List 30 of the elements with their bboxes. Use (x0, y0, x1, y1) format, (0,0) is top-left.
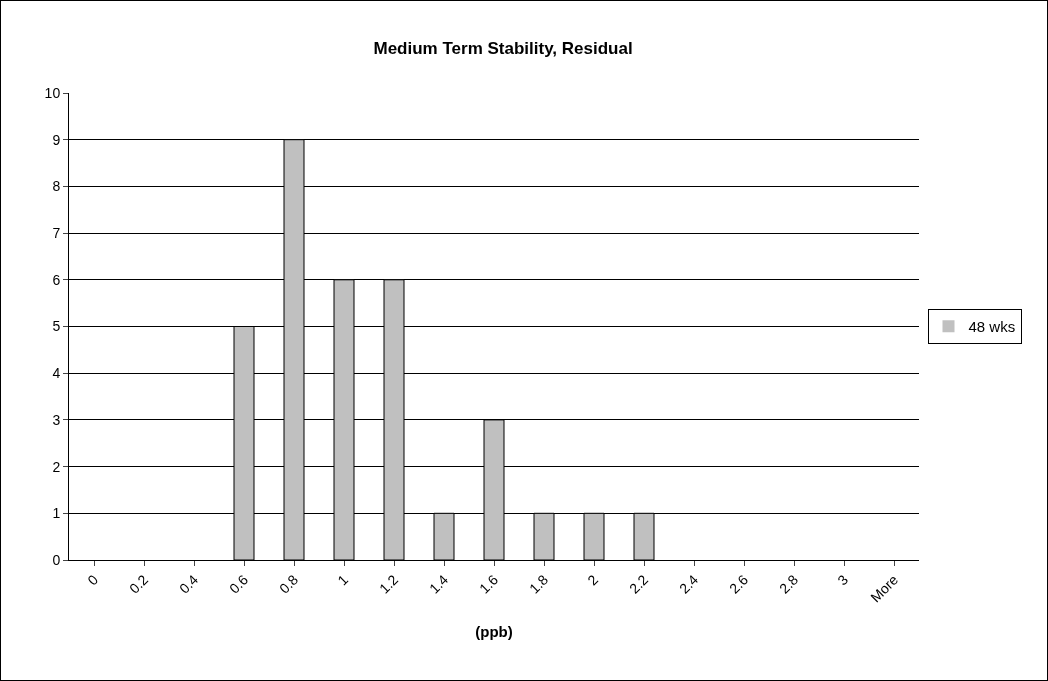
y-tick-label: 2 (52, 458, 61, 475)
x-tick-label: 0.8 (275, 571, 302, 597)
x-tick-label: 1.6 (475, 571, 502, 597)
chart-title: Medium Term Stability, Residual (373, 38, 633, 58)
x-tick-label: 2.6 (725, 571, 752, 597)
x-tick-label: 0.2 (125, 571, 152, 597)
x-tick-label: 1.2 (375, 571, 402, 597)
x-tick-label: 1.8 (525, 571, 552, 597)
x-tick-label: 2.4 (675, 571, 702, 597)
x-tick-label: 0 (84, 571, 102, 589)
y-tick-label: 5 (52, 318, 61, 335)
legend-label: 48 wks (968, 318, 1016, 336)
x-tick-label: 2 (584, 571, 602, 589)
x-tick-label: 1.4 (425, 571, 452, 597)
y-tick-label: 9 (52, 131, 61, 148)
x-tick-label: 2.2 (625, 571, 652, 597)
x-tick-label: 3 (834, 571, 852, 589)
y-tick-label: 7 (52, 225, 61, 241)
y-tick-label: 0 (52, 551, 61, 568)
y-tick-label: 8 (52, 178, 61, 195)
x-tick-label: 1 (334, 571, 352, 589)
y-tick-label: 10 (44, 84, 61, 101)
y-tick-label: 1 (52, 505, 61, 522)
x-axis-title: (ppb) (475, 623, 513, 641)
y-tick-label: 6 (52, 271, 61, 288)
x-tick-label: 0.6 (225, 571, 252, 597)
y-tick-label: 4 (52, 365, 61, 382)
x-tick-label: 0.4 (175, 571, 202, 597)
x-tick-label: 2.8 (775, 571, 802, 597)
y-tick-label: 3 (52, 411, 61, 428)
